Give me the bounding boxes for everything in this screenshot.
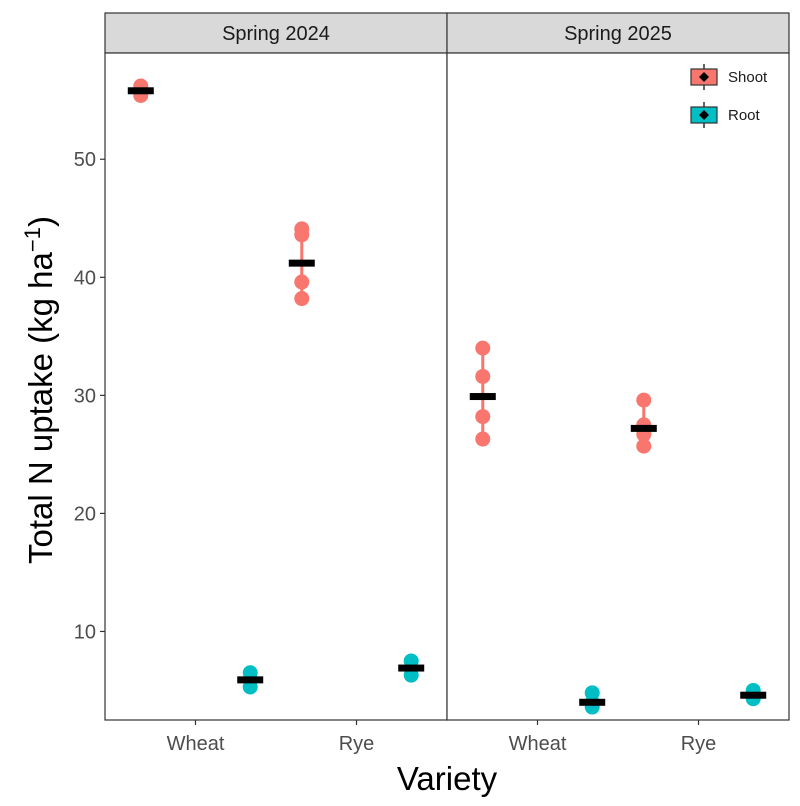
strip-0 (104, 12, 448, 54)
legend-key-diamond (699, 72, 709, 82)
y-tick-label: 20 (74, 503, 96, 525)
mean-marker (740, 691, 767, 699)
x-axis-title: Variety (397, 760, 498, 797)
legend: Shoot Root (690, 64, 768, 128)
data-point (636, 438, 652, 454)
mean-marker (398, 664, 425, 672)
y-tick-label: 50 (74, 149, 96, 171)
data-point (294, 221, 310, 237)
strip-1 (446, 12, 790, 54)
legend-item: Root (690, 102, 761, 128)
x-axis: Wheat Rye Wheat Rye (167, 720, 717, 755)
data-point (636, 392, 652, 408)
facet-panels: Spring 2024 Spring 2025 (104, 12, 790, 721)
legend-key-diamond (699, 110, 709, 120)
y-tick-label: 10 (74, 621, 96, 643)
y-axis-title-superscript: −1 (20, 227, 45, 252)
panel-border-0 (104, 52, 448, 721)
data-point (584, 685, 600, 701)
y-tick-label: 40 (74, 267, 96, 289)
x-tick-label: Rye (339, 733, 375, 755)
panel-border-1 (446, 52, 790, 721)
mean-marker (127, 87, 154, 95)
y-axis-title-suffix: ) (22, 216, 59, 227)
chart-marks (127, 78, 767, 715)
data-point (475, 340, 491, 356)
y-axis-title-main: Total N uptake (kg ha (22, 251, 59, 563)
data-point (294, 274, 310, 290)
data-point (475, 431, 491, 447)
mean-marker (630, 424, 657, 432)
x-tick-label: Rye (681, 733, 717, 755)
y-tick-label: 30 (74, 385, 96, 407)
mean-marker (288, 259, 315, 267)
strip-label: Spring 2024 (222, 23, 330, 45)
mean-marker (579, 698, 606, 706)
data-point (475, 409, 491, 425)
data-point (475, 368, 491, 384)
y-axis: 10 20 30 40 50 (74, 149, 105, 643)
mean-marker (237, 676, 264, 684)
legend-item: Shoot (690, 64, 768, 90)
legend-label: Shoot (728, 69, 768, 86)
y-axis-title: Total N uptake (kg ha−1) (20, 216, 59, 564)
x-tick-label: Wheat (167, 733, 225, 755)
mean-marker (469, 393, 496, 401)
x-tick-label: Wheat (509, 733, 567, 755)
data-point (294, 291, 310, 307)
strip-label: Spring 2025 (564, 23, 672, 45)
legend-label: Root (728, 107, 761, 124)
